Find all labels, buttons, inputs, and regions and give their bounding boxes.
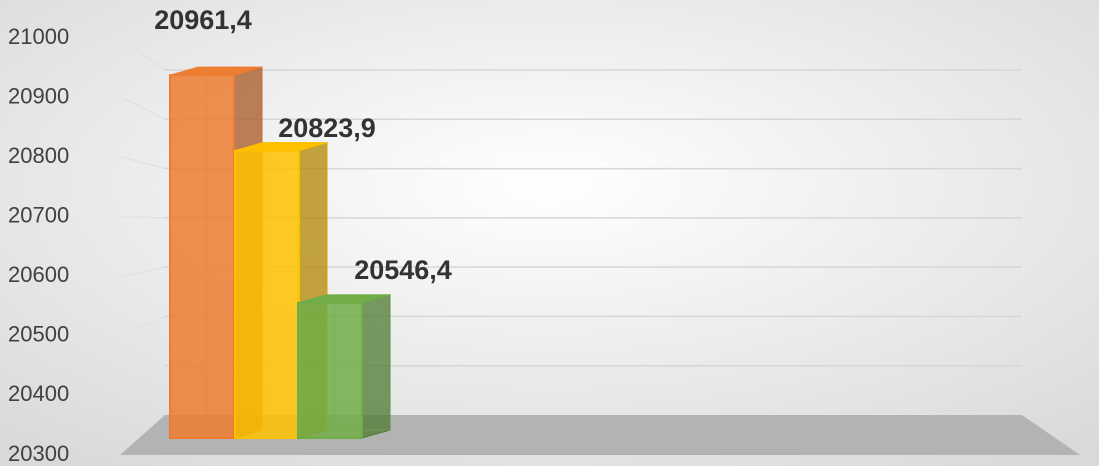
grid-line: [121, 266, 166, 278]
value-label: 20546,4: [354, 255, 452, 285]
grid-line: [121, 96, 166, 120]
y-tick-label: 20800: [8, 143, 69, 168]
bar-side: [361, 294, 391, 439]
grid-line: [121, 37, 166, 71]
bar-front: [169, 74, 235, 439]
grid-line: [121, 365, 166, 397]
y-tick-label: 20400: [8, 381, 69, 406]
grid-line: [121, 156, 166, 170]
grid-line: [121, 215, 166, 219]
y-tick-label: 20600: [8, 262, 69, 287]
bar-back-edge: [333, 294, 391, 431]
bar-front: [234, 149, 300, 439]
y-tick-label: 20700: [8, 203, 69, 228]
value-label: 20823,9: [278, 113, 376, 143]
bar: [297, 294, 391, 439]
y-tick-label: 20900: [8, 83, 69, 108]
y-tick-label: 21000: [8, 24, 69, 49]
y-tick-label: 20500: [8, 322, 69, 347]
grid-line: [121, 315, 166, 337]
y-tick-label: 20300: [8, 441, 69, 466]
bar-front: [297, 301, 363, 439]
value-label: 20961,4: [154, 5, 252, 35]
